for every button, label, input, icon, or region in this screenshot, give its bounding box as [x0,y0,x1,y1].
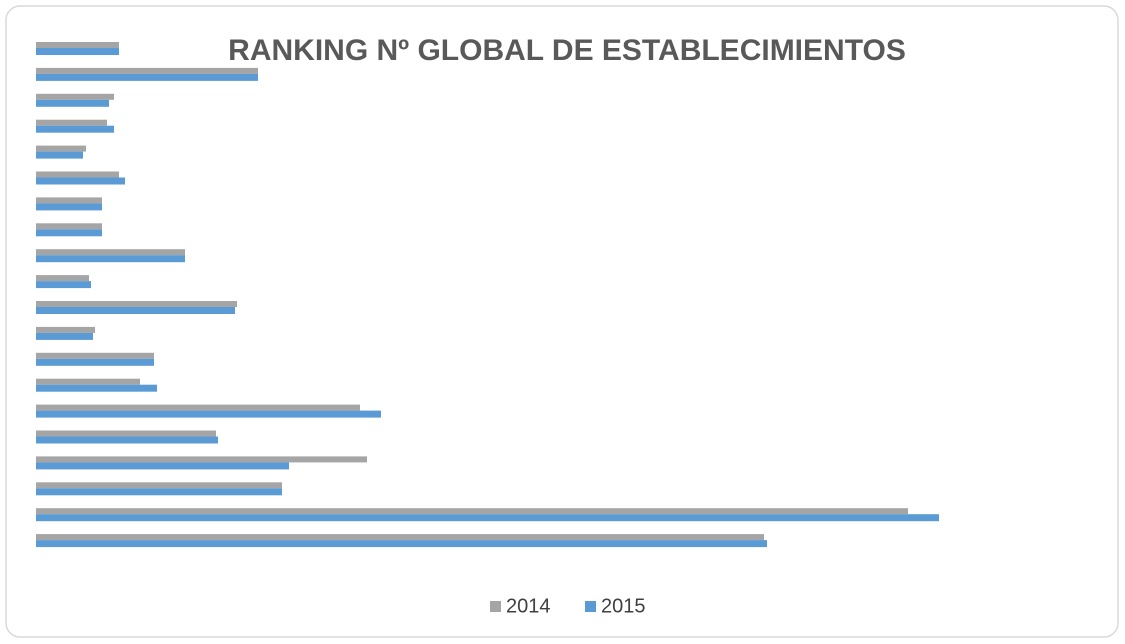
chart-title: RANKING Nº GLOBAL DE ESTABLECIMIENTOS [228,34,906,67]
bar [36,223,102,230]
bar [36,514,939,522]
bar [36,540,767,548]
bar [36,410,381,418]
bar [36,42,119,48]
bar [36,281,91,289]
bar [36,307,235,314]
bar [36,462,289,470]
bar [36,93,114,100]
bar [36,378,140,385]
bar [36,275,89,282]
bar [36,352,154,359]
bar [36,67,258,74]
bar [36,404,360,411]
bar [36,456,367,463]
bar [36,255,185,263]
legend-swatch [585,601,596,612]
bar [36,249,185,256]
bar [36,125,114,133]
bar [36,436,218,444]
chart-frame [5,5,1119,638]
bar [36,171,119,178]
bar [36,203,102,211]
bar [36,482,282,489]
bar [36,197,102,204]
bar [36,508,908,515]
bar [36,430,216,437]
bar [36,488,282,496]
bar [36,119,107,126]
bar [36,151,83,159]
bar [36,99,109,107]
legend-label: 2014 [506,595,551,617]
bar [36,229,102,237]
bar [36,358,154,366]
bar [36,145,86,152]
legend-swatch [490,601,501,612]
legend-label: 2015 [601,595,646,617]
bar [36,384,157,392]
bar [36,326,95,333]
bar [36,48,119,55]
bar [36,73,258,81]
bar [36,301,237,307]
bar [36,332,93,340]
bar [36,177,125,185]
bar [36,534,764,541]
